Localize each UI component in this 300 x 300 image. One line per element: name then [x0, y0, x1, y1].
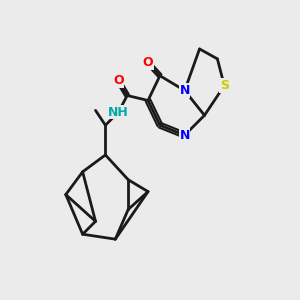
Text: O: O: [113, 74, 124, 87]
Text: N: N: [179, 84, 190, 97]
Text: N: N: [179, 129, 190, 142]
Text: S: S: [220, 79, 229, 92]
Text: NH: NH: [108, 106, 129, 119]
Text: O: O: [143, 56, 153, 69]
